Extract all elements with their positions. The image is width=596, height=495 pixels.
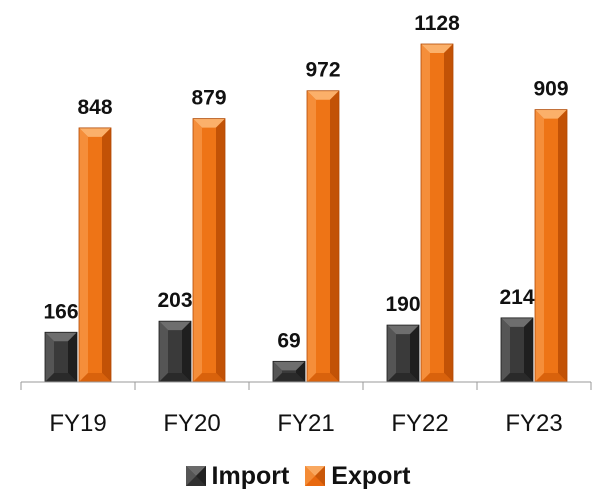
data-label-export: 1128 bbox=[414, 12, 460, 35]
bar-export bbox=[306, 90, 340, 383]
legend-swatch-export bbox=[305, 466, 326, 486]
bars-layer bbox=[44, 43, 568, 383]
data-label-export: 909 bbox=[533, 78, 568, 101]
x-axis-ticks bbox=[20, 382, 592, 390]
bar-import bbox=[158, 320, 192, 383]
bar-import bbox=[500, 317, 534, 383]
legend-label-export: Export bbox=[331, 461, 411, 490]
bar-export bbox=[192, 118, 226, 383]
data-label-import: 69 bbox=[277, 329, 300, 352]
data-label-import: 190 bbox=[385, 293, 420, 316]
bar-chart: FY19 FY20 FY21 FY22 FY23 166 848 203 879 69 972 19… bbox=[20, 12, 592, 437]
data-label-import: 214 bbox=[499, 286, 534, 309]
x-tick-label: FY23 bbox=[505, 410, 562, 437]
bar-import bbox=[272, 360, 306, 383]
legend: Import Export bbox=[0, 458, 596, 494]
data-label-export: 848 bbox=[77, 96, 112, 119]
x-tick-label: FY19 bbox=[49, 410, 106, 437]
bar-import bbox=[386, 324, 420, 383]
legend-item-import: Import bbox=[185, 461, 290, 491]
bar-export bbox=[78, 127, 112, 383]
legend-label-import: Import bbox=[211, 461, 290, 490]
data-label-export: 972 bbox=[305, 59, 340, 82]
bar-import bbox=[44, 331, 78, 383]
bar-export bbox=[534, 109, 568, 383]
legend-item-export: Export bbox=[305, 462, 410, 491]
data-label-export: 879 bbox=[191, 87, 226, 110]
data-label-import: 203 bbox=[157, 289, 192, 312]
x-axis-labels: FY19 FY20 FY21 FY22 FY23 bbox=[49, 410, 562, 437]
x-tick-label: FY21 bbox=[277, 410, 334, 437]
x-tick-label: FY22 bbox=[391, 410, 448, 437]
legend-swatch-import bbox=[185, 466, 206, 486]
x-tick-label: FY20 bbox=[163, 410, 220, 437]
bar-export bbox=[420, 43, 454, 383]
data-label-import: 166 bbox=[43, 300, 78, 323]
data-labels-layer: 166 848 203 879 69 972 190 1128 214 909 bbox=[43, 12, 568, 352]
